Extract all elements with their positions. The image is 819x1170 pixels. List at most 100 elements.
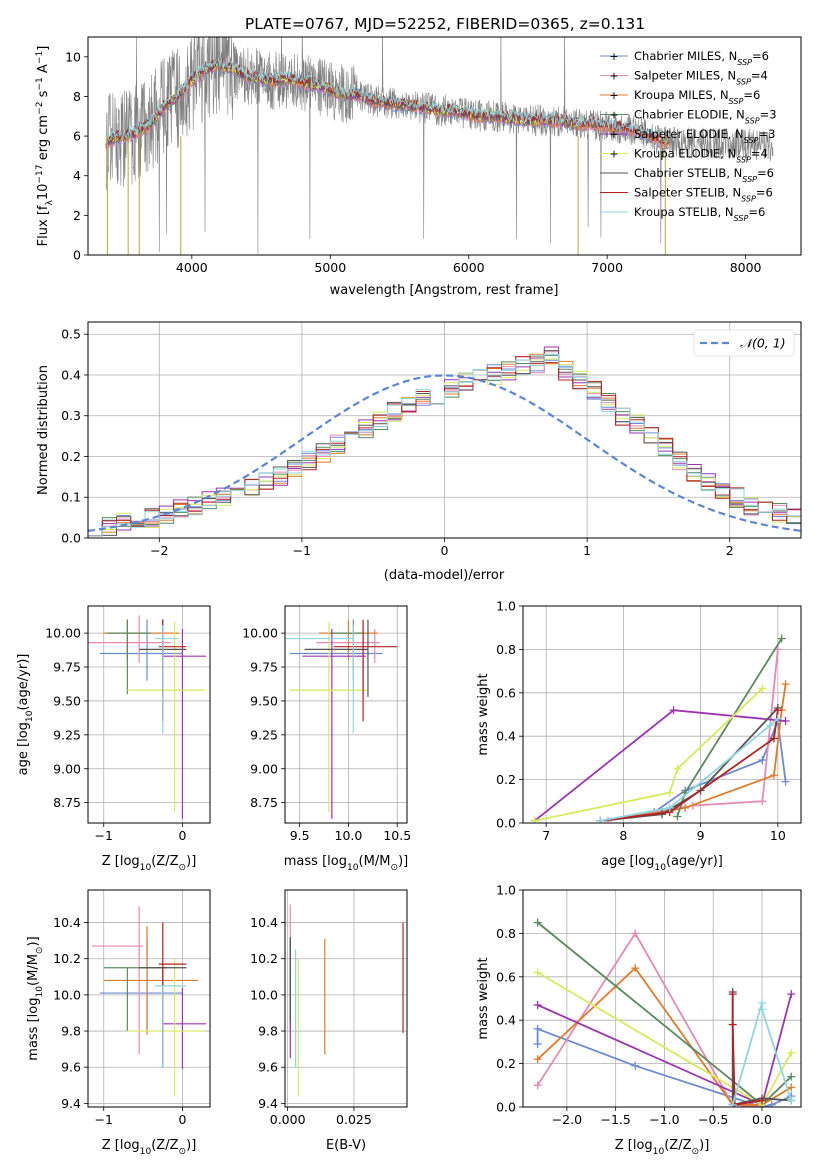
x-axis-label-part: mass [log [284, 854, 347, 869]
model-spectrum-salpeter_stelib [105, 57, 670, 145]
x-axis-label: age [log10(age/yr)] [601, 854, 723, 873]
legend-label-part: Kroupa ELODIE, N [634, 147, 736, 161]
y-tick-label: 9.6 [258, 1060, 278, 1075]
axes-frame [284, 889, 408, 1108]
legend-marker: + [609, 128, 618, 141]
x-tick-label: −1 [95, 828, 113, 843]
mass-weight-marker-salpeter_elodie [781, 717, 790, 726]
mass-weight-marker-chabrier_miles [533, 1040, 542, 1049]
y-axis-label-part: −1 [35, 51, 45, 64]
legend-label-part: Chabrier MILES, N [634, 49, 737, 63]
legend-label-part: SSP [745, 116, 760, 125]
mass-weight-line-kroupa_elodie [534, 687, 764, 822]
y-axis-label-part: age [log [16, 722, 31, 775]
mass-vs-metallicity-panel: −1 09.49.69.810.010.210.4Z [log10(Z/Z⊙)]m… [26, 889, 211, 1157]
x-tick-label: 0 [178, 1112, 186, 1127]
y-axis-label-part: erg cm [36, 115, 51, 164]
legend-label-part: =6 [757, 166, 774, 180]
x-tick-label: 7 [542, 828, 550, 843]
y-tick-label: 1.0 [496, 883, 516, 898]
legend-label-part: =4 [751, 69, 768, 83]
y-tick-label: 10.0 [53, 987, 81, 1002]
y-tick-label: 8.75 [250, 795, 278, 810]
y-tick-label: 9.25 [53, 727, 81, 742]
mass-weight-marker-kroupa_elodie [665, 788, 674, 797]
residual-histogram-panel: −2 −1 0 1 2 0.0 0.1 0.2 0.3 0.4 0.5 𝒩(0, 1) (data-mo… [36, 321, 802, 583]
plot-area [88, 606, 210, 823]
legend-marker: + [609, 148, 618, 161]
model-spectrum-kroupa_stelib [105, 57, 670, 144]
y-axis-label-part: −17 [35, 164, 45, 183]
legend-label-part: =3 [758, 127, 775, 141]
y-tick-label: 0.1 [61, 490, 81, 505]
x-axis-label-part: )] [186, 1138, 196, 1153]
mass-weight-marker-salpeter_stelib [773, 706, 782, 715]
legend-label-part: SSP [737, 58, 752, 67]
mass-weight-marker-kroupa_miles [781, 680, 790, 689]
x-axis-label-part: (Z/Z [151, 1138, 178, 1153]
mass-weight-marker-chabrier_miles [631, 1061, 640, 1070]
y-axis-label-part: ] [36, 46, 51, 51]
legend-label-part: Salpeter MILES, N [634, 69, 736, 83]
mass-weight-marker-chabrier_elodie [787, 1072, 796, 1081]
legend-label-part: Kroupa MILES, N [634, 88, 729, 102]
legend-label: Kroupa ELODIE, NSSP=4 [634, 147, 768, 165]
mass-weight-marker-salpeter_miles [533, 1081, 542, 1090]
legend-marker: + [609, 50, 618, 63]
legend-label: Kroupa MILES, NSSP=6 [634, 88, 760, 106]
y-axis-label-part: A [36, 64, 51, 77]
mass-weight-marker-chabrier_elodie [533, 918, 542, 927]
x-tick-label: 10.5 [383, 828, 411, 843]
x-tick-label: 7000 [591, 260, 623, 275]
legend-label-part: SSP [736, 155, 751, 164]
mass-weight-marker-salpeter_stelib [757, 1096, 766, 1105]
legend-label: Kroupa STELIB, NSSP=6 [634, 205, 765, 223]
mass-weight-marker-kroupa_miles [681, 803, 690, 812]
y-tick-label: 1.0 [496, 599, 516, 614]
y-tick-label: 9.75 [250, 660, 278, 675]
y-axis-label-part: mass [log [26, 998, 41, 1061]
y-tick-label: 10.00 [242, 626, 278, 641]
x-axis-label-part: Z [log [102, 854, 140, 869]
y-tick-label: 0.0 [496, 816, 516, 831]
mass-weight-marker-kroupa_miles [533, 1055, 542, 1064]
x-axis-label-part: (age/yr)] [666, 854, 723, 869]
mass-weight-marker-kroupa_stelib [665, 803, 674, 812]
legend-label-part: SSP [734, 214, 749, 223]
y-axis-label-part: (age/yr)] [16, 654, 31, 711]
y-axis-label-part: 10 [35, 986, 45, 998]
legend-label-part: =6 [752, 49, 769, 63]
x-tick-label: 1 [583, 543, 591, 558]
plot-area [523, 890, 801, 1107]
mass-weight-marker-salpeter_elodie [787, 990, 796, 999]
x-tick-label: −1 [95, 1112, 113, 1127]
legend-label-part: SSP [729, 97, 744, 106]
y-tick-label: 0.6 [496, 685, 516, 700]
y-tick-label: 8.75 [53, 795, 81, 810]
x-tick-label: 0.000 [270, 1112, 306, 1127]
y-tick-label: 0.4 [496, 1013, 516, 1028]
x-axis-label-part: (M/M [359, 854, 391, 869]
histogram-step-kroupa_stelib [88, 353, 801, 537]
plot-area [523, 606, 801, 823]
legend-label: Salpeter STELIB, NSSP=6 [634, 186, 773, 204]
mass-weight-marker-kroupa_stelib [757, 1005, 766, 1014]
y-tick-label: 9.25 [250, 727, 278, 742]
x-axis-label-part: )] [186, 854, 196, 869]
x-axis-label-part: ⊙ [390, 863, 398, 873]
y-tick-label: 2 [73, 208, 81, 223]
mass-weight-marker-chabrier_miles [767, 1100, 776, 1107]
y-tick-label: 10 [65, 49, 81, 64]
plot-area [285, 606, 407, 823]
y-tick-label: 0.8 [496, 642, 516, 657]
legend-label-part: SSP [741, 194, 756, 203]
mass-weight-marker-chabrier_stelib [658, 810, 666, 819]
mass-weight-marker-chabrier_miles [533, 1024, 542, 1033]
x-tick-label: 0.025 [336, 1112, 372, 1127]
mass-weight-vs-metallicity-panel: −2.0 −1.5 −1.0 −0.5 0.0 0.0 0.2 0.4 0.6 0.8 1.0 Z [… [476, 883, 802, 1157]
y-axis-label-part: −2 [35, 102, 45, 115]
x-axis-label-part: (Z/Z [664, 1138, 691, 1153]
x-axis-label: Z [log10(Z/Z⊙)] [615, 1138, 710, 1157]
